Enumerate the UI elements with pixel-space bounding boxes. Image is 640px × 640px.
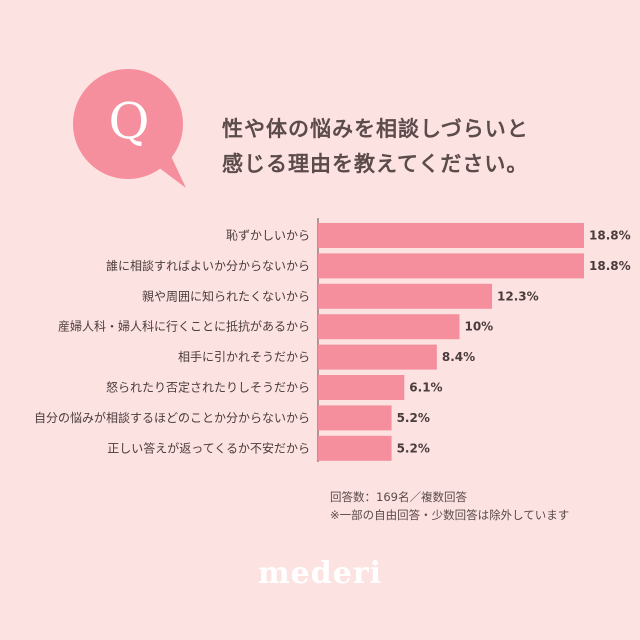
value-label: 12.3% (497, 289, 539, 303)
bar (318, 223, 584, 248)
bar-chart: 恥ずかしいから 18.8% 誰に相談すればよいか分からないから 18.8% 親や周囲に知… (34, 218, 631, 462)
survey-notes: 回答数：169名／複数回答 ※一部の自由回答・少数回答は除外しています (330, 488, 569, 524)
value-label: 5.2% (397, 411, 430, 425)
response-count-note: 回答数：169名／複数回答 (330, 490, 467, 504)
brand-logo: mederi (257, 556, 383, 591)
question-title: 性や体の悩みを相談しづらいと 感じる理由を教えてください。 (222, 112, 529, 182)
value-label: 10% (464, 320, 493, 334)
bar (318, 314, 460, 340)
speech-bubble-icon (73, 69, 186, 188)
bar (318, 344, 437, 370)
category-label: 正しい答えが返ってくるか不安だから (107, 440, 310, 455)
category-label: 産婦人科・婦人科に行くことに抵抗があるから (58, 319, 310, 334)
bar (318, 253, 584, 279)
exclusion-note: ※一部の自由回答・少数回答は除外しています (330, 508, 570, 522)
category-label: 相手に引かれそうだから (178, 350, 310, 364)
category-label: 怒られたり否定されたりしそうだから (106, 380, 310, 395)
category-label: 親や周囲に知られたくないから (142, 289, 310, 303)
bar (318, 375, 405, 400)
value-label: 18.8% (589, 229, 631, 243)
value-label: 6.1% (409, 381, 442, 395)
category-label: 恥ずかしいから (226, 229, 310, 243)
category-label: 自分の悩みが相談するほどのことか分からないから (34, 410, 310, 425)
question-badge-letter: Q (108, 92, 150, 150)
category-label: 誰に相談すればよいか分からないから (106, 258, 310, 273)
value-label: 8.4% (442, 350, 475, 364)
value-label: 5.2% (397, 441, 430, 455)
value-label: 18.8% (589, 259, 631, 273)
question-line-2: 感じる理由を教えてください。 (222, 152, 529, 176)
bar (318, 283, 493, 309)
bar (318, 435, 392, 461)
bar (318, 405, 392, 431)
question-line-1: 性や体の悩みを相談しづらいと (222, 117, 529, 141)
